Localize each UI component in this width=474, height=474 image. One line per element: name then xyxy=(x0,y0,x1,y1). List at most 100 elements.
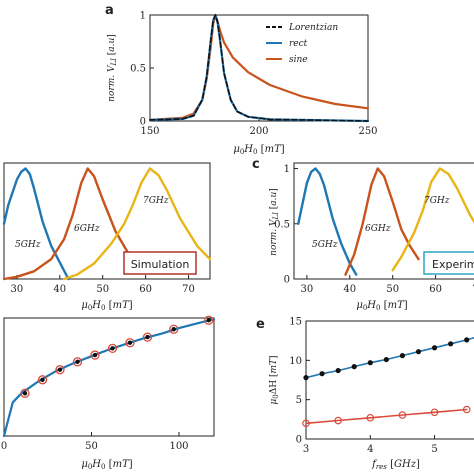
panel-b-simulation-box xyxy=(123,251,197,275)
panel-e-point-black xyxy=(319,371,325,377)
panel-c-annotation-7ghz: 7GHz xyxy=(424,196,450,206)
panel-c-xtick-label: 40 xyxy=(343,284,356,295)
panel-c-series-7GHz xyxy=(391,167,474,272)
panel-d-data-point xyxy=(142,332,153,342)
panel-c-xtick-label: 30 xyxy=(301,284,314,295)
panel-e: 3 4 5 0 5 10 15 e fres [GHz] μ0ΔH [mT] xyxy=(256,317,474,471)
panel-d-data-point xyxy=(125,338,135,348)
panel-e-point-black xyxy=(383,356,389,363)
panel-a-ylabel: norm. VLI [a.u] xyxy=(107,34,118,102)
panel-e-xtick-label: 5 xyxy=(431,444,437,455)
panel-e-ylabel: μ0ΔH [mT] xyxy=(269,355,280,404)
panel-d-data-point xyxy=(20,388,30,398)
legend-label: rect xyxy=(289,39,308,49)
panel-a-ytick-label: 1 xyxy=(140,11,146,22)
panel-c-experiment-box xyxy=(423,251,474,275)
panel-d-data-point xyxy=(169,324,179,334)
panel-d-data-point-core xyxy=(145,334,150,340)
panel-e-point-black xyxy=(415,349,422,355)
panel-d-xtick-label: 0 xyxy=(1,441,7,452)
panel-e-ytick-label: 10 xyxy=(289,356,302,367)
legend-label: sine xyxy=(289,55,308,65)
panel-e-ytick-label: 15 xyxy=(289,317,302,328)
panel-e-point-black xyxy=(431,345,438,351)
panel-a-xtick-label: 200 xyxy=(249,126,268,137)
panel-d-axes xyxy=(3,317,215,437)
panel-c-xtick-label: 50 xyxy=(386,284,399,295)
panel-c-series-6GHz xyxy=(344,167,420,276)
panel-d-data-point-core xyxy=(57,367,63,372)
panel-b-xlabel: μ0H0 [mT] xyxy=(81,300,132,312)
panel-c-xlabel: μ0H0 [mT] xyxy=(356,300,407,312)
panel-e-xtick-label: 3 xyxy=(303,444,309,455)
panel-e-point-black xyxy=(464,337,470,343)
panel-c-annotation-6ghz: 6GHz xyxy=(365,224,391,234)
panel-b-annotation-7ghz: 7GHz xyxy=(143,196,169,206)
panel-d-data-point xyxy=(107,343,118,353)
panel-c-ytick-label: 0 xyxy=(284,275,290,286)
panel-c-experiment-label: Experim xyxy=(432,258,474,271)
panel-b-series-6GHz xyxy=(2,167,143,281)
panel-d-data-point xyxy=(72,357,83,367)
panel-a-xlabel: μ0H0 [mT] xyxy=(233,144,284,156)
panel-d-data-point-core xyxy=(75,359,80,365)
panel-e-point-red xyxy=(462,405,471,414)
panel-b-series-7GHz xyxy=(62,167,212,281)
panel-e-point-black xyxy=(448,341,454,347)
panel-e-xtick-label: 4 xyxy=(367,444,373,455)
panel-d-data-point xyxy=(90,350,100,360)
panel-a-series-lorentzian xyxy=(149,14,369,122)
panel-c-ytick-label: 1 xyxy=(284,164,290,175)
panel-e-label: e xyxy=(256,317,265,332)
legend-label: Lorentzian xyxy=(288,23,338,33)
panel-d-xlabel: μ0H0 [mT] xyxy=(81,459,132,471)
panel-d-data-point-core xyxy=(110,346,115,351)
panel-c-ylabel: norm. VLI [a.u] xyxy=(269,188,280,256)
panel-e-ytick-label: 0 xyxy=(296,435,302,446)
panel-c-annotation-5ghz: 5GHz xyxy=(312,240,338,250)
panel-e-point-red xyxy=(302,419,310,428)
panel-d-data-point-core xyxy=(127,340,133,345)
panel-e-point-red xyxy=(366,413,375,422)
panel-b-series-5GHz xyxy=(2,167,70,281)
panel-d-data-point-core xyxy=(92,352,98,358)
panel-b-xtick-label: 60 xyxy=(139,284,152,295)
panel-d-xtick-label: 100 xyxy=(169,441,188,452)
panel-a-ytick-label: 0.5 xyxy=(130,64,146,75)
panel-c-axes xyxy=(293,162,474,280)
panel-b-annotation-6ghz: 6GHz xyxy=(74,224,100,234)
panel-c: 30 40 50 60 70 0 0.5 1 c 5GHz 6GHz 7GHz Experim μ0H0 … xyxy=(252,157,474,312)
panel-e-fit-black xyxy=(305,336,474,379)
panel-c-label: c xyxy=(252,157,260,172)
panel-e-point-black xyxy=(303,375,309,381)
panel-d-fit-line xyxy=(2,318,216,438)
panel-a-xtick-label: 150 xyxy=(140,126,159,137)
panel-e-point-black xyxy=(399,353,406,359)
panel-b-xtick-label: 70 xyxy=(182,284,195,295)
panel-b-xtick-label: 30 xyxy=(11,284,24,295)
panel-e-point-red xyxy=(398,411,407,419)
panel-a: 150 200 250 0 0.5 1 a Lorentzian rect sine μ0H0 [m… xyxy=(105,3,378,156)
panel-a-ytick-label: 0 xyxy=(140,117,146,128)
panel-e-xlabel: fres [GHz] xyxy=(371,459,420,471)
panel-e-ytick-label: 5 xyxy=(296,395,302,406)
panel-c-xtick-label: 70 xyxy=(472,284,474,295)
panel-e-point-red xyxy=(430,408,439,417)
panel-b-xtick-label: 40 xyxy=(53,284,66,295)
panel-a-xtick-label: 250 xyxy=(358,126,377,137)
panel-a-legend: Lorentzian rect sine xyxy=(266,23,338,65)
panel-d: 0 50 100 μ0H0 [mT] xyxy=(1,315,216,471)
panel-d-data-point xyxy=(55,365,65,375)
panel-c-xtick-label: 60 xyxy=(429,284,442,295)
panel-e-point-black xyxy=(351,364,357,370)
panel-c-series-5GHz xyxy=(297,167,358,276)
panel-b-annotation-5ghz: 5GHz xyxy=(15,240,41,250)
panel-d-data-point-core xyxy=(22,391,28,396)
panel-d-data-point xyxy=(204,315,214,325)
panel-e-point-red xyxy=(334,416,342,425)
panel-d-data-point-core xyxy=(171,327,176,332)
panel-e-point-black xyxy=(367,360,373,366)
panel-b-xtick-label: 50 xyxy=(96,284,109,295)
panel-d-data-point xyxy=(37,375,48,385)
